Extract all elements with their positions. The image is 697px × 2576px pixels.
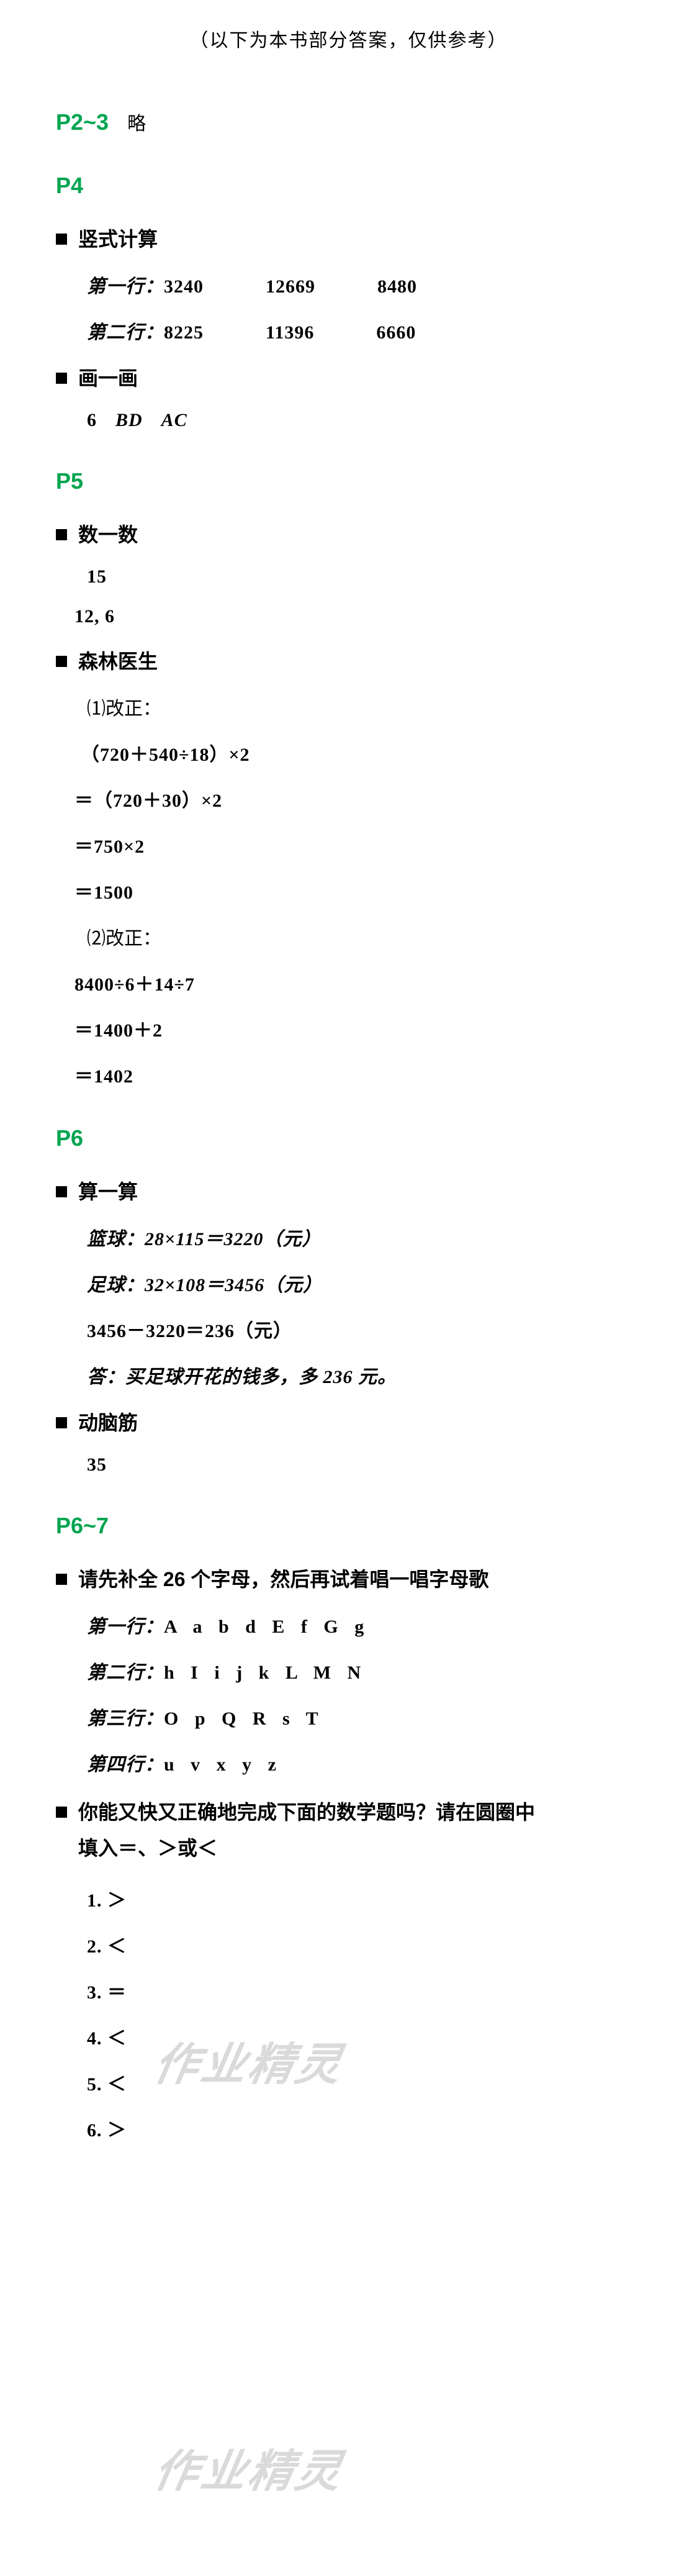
p4-s1-row1: 第一行：3240 12669 8480: [87, 271, 641, 298]
p67-s2-a2: 2. ＜: [87, 1931, 641, 1958]
p67-s1-r2: 第二行：h I i j k L M N: [87, 1657, 641, 1684]
heading-p5: P5: [56, 468, 641, 494]
top-note: （以下为本书部分答案，仅供参考）: [56, 25, 641, 52]
p67-s1-r1-label: 第一行：: [87, 1617, 164, 1637]
heading-p2-3: P2~3 略: [56, 108, 641, 135]
p5-s2-c1-1: （720＋540÷18）×2: [81, 739, 641, 766]
p6-s1-l2-text: 足球：32×108＝3456（元）: [87, 1275, 322, 1295]
p4-s2-title-text: 画一画: [78, 367, 138, 389]
p4-s1-r2c: 6660: [376, 322, 416, 343]
p67-s2-a6: 6. ＞: [87, 2115, 641, 2142]
p5-s1-l2: 12, 6: [74, 606, 641, 627]
p67-s2-a3: 3. ＝: [87, 1977, 641, 2004]
p4-s1-r1a: 3240: [164, 276, 204, 297]
p6-s1-title: 算一算: [56, 1176, 641, 1205]
p6-s1-title-text: 算一算: [78, 1181, 138, 1203]
p67-s1-r2-text: h I i j k L M N: [164, 1662, 361, 1683]
p5-s2-c2-3: ＝1402: [74, 1061, 641, 1088]
p67-s1-r3-text: O p Q R s T: [164, 1708, 319, 1729]
p5-s2-c2-label: ⑵改正：: [87, 923, 641, 950]
p5-s1-title: 数一数: [56, 519, 641, 548]
bullet-icon: [56, 1186, 67, 1197]
bullet-icon: [56, 529, 67, 540]
p5-s2-c1-4: ＝1500: [74, 877, 641, 904]
p67-s2-a4: 4. ＜: [87, 2023, 641, 2050]
p6-s1-l1: 篮球：28×115＝3220（元）: [87, 1223, 641, 1251]
p6-s1-l4: 答：买足球开花的钱多，多 236 元。: [87, 1361, 641, 1389]
p4-s1-r2b: 11396: [266, 322, 314, 343]
p5-s2-c1-label: ⑴改正：: [87, 693, 641, 720]
p6-s2-title-text: 动脑筋: [78, 1412, 138, 1434]
heading-p6: P6: [56, 1125, 641, 1151]
p67-s2-a5: 5. ＜: [87, 2069, 641, 2096]
p4-s1-row2-label: 第二行：: [87, 322, 164, 343]
p67-s1-r1-text: A a b d E f G g: [164, 1617, 364, 1637]
watermark: 作业精灵: [150, 2434, 350, 2500]
p6-s2-l1: 35: [87, 1454, 641, 1476]
bullet-icon: [56, 1807, 67, 1818]
p4-s1-r1b: 12669: [266, 276, 315, 297]
p6-s1-l3: 3456－3220＝236（元）: [87, 1315, 641, 1343]
bullet-icon: [56, 1574, 67, 1585]
p5-s2-c1-3: ＝750×2: [74, 831, 641, 858]
p6-s2-title: 动脑筋: [56, 1407, 641, 1436]
p6-s1-l2: 足球：32×108＝3456（元）: [87, 1269, 641, 1297]
bullet-icon: [56, 1417, 67, 1428]
p4-s1-row1-label: 第一行：: [87, 276, 164, 297]
heading-p2-3-text: P2~3: [56, 109, 109, 135]
bullet-icon: [56, 373, 67, 384]
p4-s2-title: 画一画: [56, 363, 641, 391]
p5-s2-title-text: 森林医生: [78, 650, 158, 673]
p67-s1-r4-label: 第四行：: [87, 1754, 164, 1775]
p5-s2-title: 森林医生: [56, 646, 641, 674]
p4-s2-bd: BD: [115, 410, 143, 430]
p5-s2-c2-2: ＝1400＋2: [74, 1015, 641, 1042]
p4-s1-r2a: 8225: [164, 322, 204, 343]
p2-3-omit: 略: [127, 114, 146, 134]
p67-s2-title-b: 填入＝、＞或＜: [78, 1837, 217, 1859]
p67-s1-r3-label: 第三行：: [87, 1708, 164, 1729]
p4-s2-six: 6: [87, 410, 97, 430]
p67-s2-a1: 1. ＞: [87, 1885, 641, 1912]
p4-s1-title-text: 竖式计算: [78, 228, 158, 250]
p5-s2-c1-2: ＝（720＋30）×2: [74, 785, 641, 812]
p67-s1-r2-label: 第二行：: [87, 1662, 164, 1683]
p5-s1-title-text: 数一数: [78, 524, 138, 546]
p6-s1-l4-text: 答：买足球开花的钱多，多 236 元。: [87, 1367, 397, 1387]
p67-s1-title: 请先补全 26 个字母，然后再试着唱一唱字母歌: [56, 1564, 641, 1592]
p67-s1-title-text: 请先补全 26 个字母，然后再试着唱一唱字母歌: [78, 1568, 488, 1590]
p6-s1-l1-text: 篮球：28×115＝3220（元）: [87, 1229, 321, 1249]
p67-s1-r3: 第三行：O p Q R s T: [87, 1703, 641, 1730]
p4-s1-row2: 第二行：8225 11396 6660: [87, 317, 641, 344]
heading-p6-7: P6~7: [56, 1513, 641, 1539]
p67-s1-r1: 第一行：A a b d E f G g: [87, 1611, 641, 1638]
p5-s1-l1: 15: [87, 566, 641, 587]
p4-s2-ac: AC: [161, 410, 187, 430]
heading-p4: P4: [56, 173, 641, 199]
p67-s1-r4-text: u v x y z: [164, 1754, 277, 1775]
bullet-icon: [56, 234, 67, 245]
p4-s1-title: 竖式计算: [56, 224, 641, 252]
p67-s2-title-a: 你能又快又正确地完成下面的数学题吗？请在圆圈中: [78, 1801, 535, 1823]
bullet-icon: [56, 656, 67, 667]
p67-s2-title: 你能又快又正确地完成下面的数学题吗？请在圆圈中 填入＝、＞或＜: [56, 1795, 641, 1866]
p67-s1-r4: 第四行：u v x y z: [87, 1749, 641, 1776]
p4-s2-line: 6 BD AC: [87, 410, 641, 431]
p4-s1-r1c: 8480: [377, 276, 417, 297]
p5-s2-c2-1: 8400÷6＋14÷7: [74, 969, 641, 996]
